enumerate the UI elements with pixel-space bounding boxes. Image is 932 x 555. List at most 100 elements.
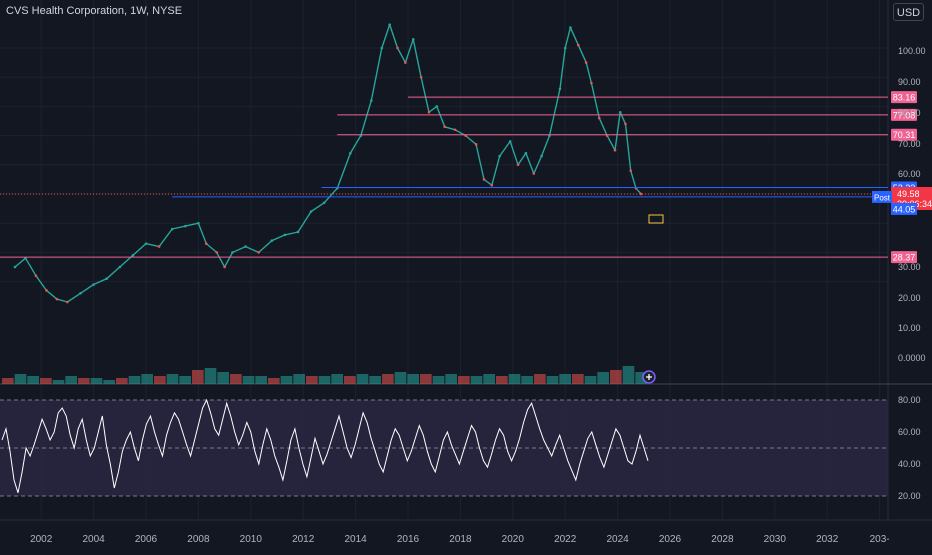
volume-bar: [230, 374, 242, 384]
volume-bar: [268, 378, 280, 384]
level-label: 28.37: [893, 253, 916, 263]
volume-bar: [128, 376, 141, 384]
volume-bar: [508, 374, 521, 384]
time-tick-label: 2032: [816, 534, 839, 545]
price-point: [540, 154, 543, 158]
price-point: [79, 291, 82, 295]
price-point: [283, 233, 287, 237]
volume-bar: [90, 378, 103, 384]
volume-bar: [14, 374, 27, 384]
time-tick-label: 2026: [659, 534, 682, 545]
price-tick-label: 10.00: [898, 323, 921, 333]
price-point: [524, 151, 528, 155]
volume-bar: [584, 376, 597, 384]
price-point: [618, 110, 622, 114]
price-point: [215, 251, 219, 254]
volume-bar: [432, 376, 445, 384]
price-point: [482, 178, 486, 181]
price-tick-label: 0.0000: [898, 353, 926, 363]
price-point: [170, 227, 174, 231]
volume-bar: [103, 380, 115, 384]
price-point: [257, 251, 260, 254]
rsi-series-line: [1, 398, 649, 493]
time-tick-label: 2004: [82, 534, 105, 545]
volume-bar: [483, 374, 495, 384]
level-label: 83.16: [893, 93, 916, 103]
post-price-label: 44.05: [893, 204, 916, 214]
price-point: [349, 151, 352, 155]
volume-bar: [407, 374, 419, 384]
level-label: 77.08: [893, 110, 916, 120]
last-price-label: 49.58: [897, 189, 920, 199]
rsi-tick-label: 60.00: [898, 427, 921, 437]
volume-bar: [546, 376, 559, 384]
time-tick-label: 2002: [30, 534, 53, 545]
volume-bar: [52, 380, 65, 384]
volume-bar: [420, 374, 432, 384]
volume-bar: [394, 372, 407, 384]
price-point: [629, 169, 632, 172]
level-badge: [891, 108, 917, 121]
volume-bar: [445, 374, 457, 384]
volume-bar: [382, 374, 394, 384]
time-tick-label: 2028: [711, 534, 734, 545]
price-point: [105, 277, 108, 280]
post-tag-badge: [872, 190, 892, 203]
price-tick-label: 30.00: [898, 262, 921, 272]
price-tick-label: 60.00: [898, 169, 921, 179]
price-point: [577, 43, 580, 47]
volume-bar: [293, 374, 305, 384]
time-tick-label: 2022: [554, 534, 577, 545]
volume-bar: [356, 374, 369, 384]
volume-bar: [559, 374, 571, 384]
volume-bar: [179, 376, 191, 384]
price-point: [490, 183, 494, 187]
volume-bar: [534, 374, 546, 384]
time-tick-label: 2018: [449, 534, 472, 545]
symbol-title[interactable]: CVS Health Corporation, 1W, NYSE: [6, 5, 183, 17]
price-point: [197, 221, 200, 225]
price-point: [419, 75, 423, 79]
volume-bar: [2, 378, 14, 384]
volume-bar: [40, 378, 52, 384]
rsi-tick-label: 20.00: [898, 491, 921, 501]
price-point: [13, 265, 17, 269]
price-tick-label: 90.00: [898, 77, 921, 87]
price-point: [244, 245, 247, 248]
price-point: [144, 242, 148, 245]
price-point: [498, 154, 502, 158]
price-point: [184, 224, 187, 228]
price-point: [563, 46, 567, 50]
price-point: [508, 140, 512, 143]
price-point: [443, 125, 446, 129]
price-point: [590, 81, 593, 85]
volume-bar: [192, 370, 204, 384]
post-price-badge: [891, 202, 917, 215]
time-tick-label: 2024: [606, 534, 629, 545]
price-point: [584, 61, 588, 64]
currency-button[interactable]: USD: [893, 3, 924, 21]
time-tick-label: 2030: [764, 534, 787, 545]
price-point: [45, 289, 48, 292]
volume-bar: [306, 376, 318, 384]
price-point: [118, 265, 122, 269]
price-point: [435, 105, 439, 108]
price-point: [613, 148, 617, 152]
price-point: [270, 239, 274, 243]
plus-circle-icon[interactable]: [642, 370, 656, 384]
volume-bar: [27, 376, 39, 384]
price-point: [55, 297, 59, 301]
time-tick-label: 2008: [187, 534, 210, 545]
price-point: [453, 128, 457, 132]
time-tick-label: 2012: [292, 534, 315, 545]
volume-bar: [622, 366, 635, 384]
price-point: [157, 245, 161, 248]
volume-bar: [344, 376, 356, 384]
time-tick-label: 2014: [344, 534, 367, 545]
volume-bar: [470, 376, 483, 384]
price-note-box: [648, 214, 664, 224]
price-point: [597, 116, 601, 120]
volume-bar: [496, 376, 508, 384]
